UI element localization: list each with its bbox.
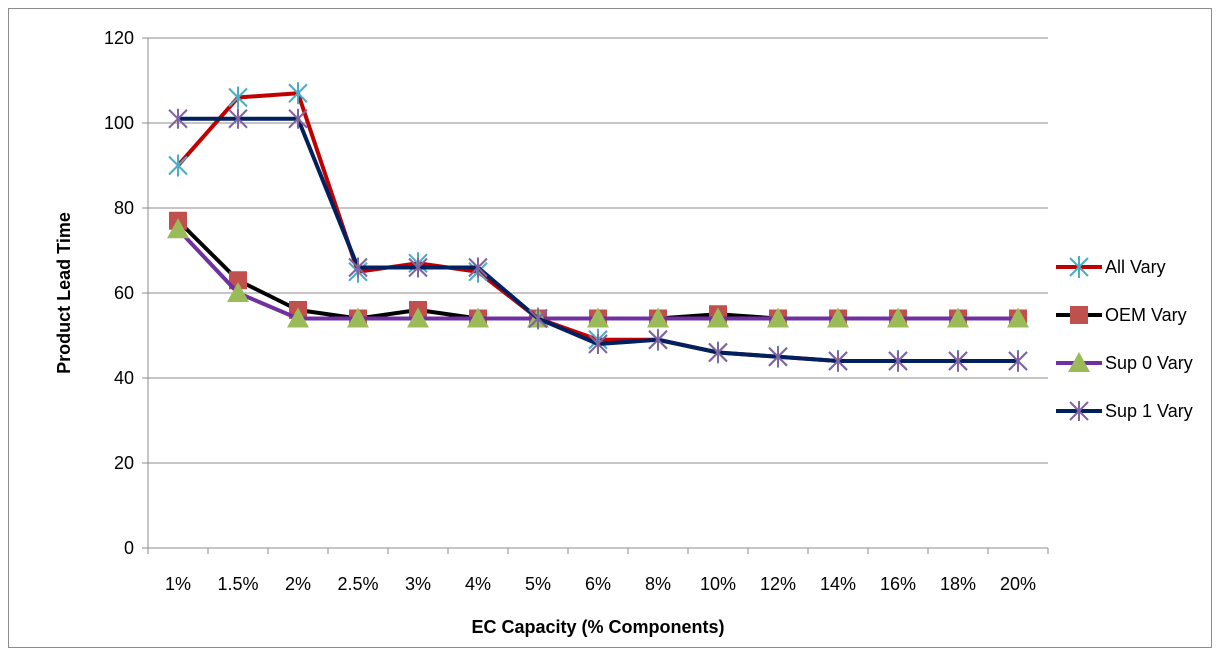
- chart-frame: [8, 8, 1212, 648]
- y-tick-label: 80: [114, 198, 134, 218]
- legend-label: All Vary: [1105, 257, 1166, 277]
- axes: 0 20 40 60 80 100 120 1% 1.5% 2% 2.5% 3% 4% 5% 6% 8% 10%…: [104, 28, 1049, 594]
- data-point-sup-0-vary: [827, 307, 849, 328]
- data-point-sup-0-vary: [467, 307, 489, 328]
- x-tick-label: 1%: [165, 574, 191, 594]
- data-point-sup-1-vary: [948, 351, 968, 371]
- legend-label: OEM Vary: [1105, 305, 1187, 325]
- x-tick-label: 12%: [760, 574, 796, 594]
- x-tick-label: 18%: [940, 574, 976, 594]
- data-point-all-vary: [168, 154, 188, 177]
- data-point-all-vary: [288, 82, 308, 105]
- x-tick-label: 14%: [820, 574, 856, 594]
- x-tick-label: 10%: [700, 574, 736, 594]
- data-point-sup-1-vary: [228, 108, 248, 129]
- data-point-sup-1-vary: [168, 108, 188, 129]
- data-point-sup-1-vary: [348, 257, 368, 278]
- x-tick-label: 20%: [1000, 574, 1036, 594]
- data-point-sup-1-vary: [768, 346, 788, 367]
- data-point-sup-0-vary: [167, 218, 189, 239]
- data-point-sup-1-vary: [408, 257, 428, 278]
- y-tick-label: 0: [124, 538, 134, 558]
- legend: All Vary OEM Vary Sup 0 Vary Sup 1 Vary: [1056, 256, 1193, 421]
- x-axis-title: EC Capacity (% Components): [471, 617, 724, 637]
- data-point-all-vary: [228, 86, 248, 109]
- legend-label: Sup 0 Vary: [1105, 353, 1193, 373]
- data-point-sup-1-vary: [648, 329, 668, 350]
- series: [167, 82, 1029, 372]
- data-point-sup-0-vary: [647, 307, 669, 328]
- x-tick-label: 1.5%: [217, 574, 258, 594]
- x-tick-label: 2.5%: [337, 574, 378, 594]
- legend-item-sup-0-vary: Sup 0 Vary: [1056, 352, 1193, 373]
- data-point-sup-1-vary: [888, 351, 908, 371]
- x-tick-label: 6%: [585, 574, 611, 594]
- x-tick-label: 8%: [645, 574, 671, 594]
- data-point-sup-0-vary: [887, 307, 909, 328]
- data-point-sup-0-vary: [347, 307, 369, 328]
- legend-marker: [1070, 306, 1088, 324]
- x-tick-label: 2%: [285, 574, 311, 594]
- legend-item-oem-vary: OEM Vary: [1056, 305, 1187, 325]
- legend-marker: [1068, 352, 1090, 372]
- data-point-sup-1-vary: [528, 308, 548, 329]
- x-tick-label: 4%: [465, 574, 491, 594]
- gridlines: [148, 37, 1048, 464]
- data-point-sup-1-vary: [1008, 351, 1028, 371]
- y-tick-label: 40: [114, 368, 134, 388]
- data-point-oem-vary: [229, 271, 247, 290]
- y-tick-label: 60: [114, 283, 134, 303]
- legend-item-all-vary: All Vary: [1056, 256, 1166, 278]
- y-tick-label: 20: [114, 453, 134, 473]
- data-point-sup-1-vary: [288, 108, 308, 129]
- legend-item-sup-1-vary: Sup 1 Vary: [1056, 401, 1193, 421]
- data-point-sup-0-vary: [767, 307, 789, 328]
- data-point-sup-1-vary: [708, 342, 728, 363]
- data-point-sup-0-vary: [287, 307, 309, 328]
- series-sup-0-vary: [167, 218, 1029, 328]
- y-axis-title: Product Lead Time: [54, 212, 74, 374]
- x-tick-label: 3%: [405, 574, 431, 594]
- data-point-sup-0-vary: [1007, 307, 1029, 328]
- series-sup-1-vary: [168, 108, 1028, 371]
- data-point-sup-0-vary: [947, 307, 969, 328]
- data-point-sup-0-vary: [587, 307, 609, 328]
- x-tick-label: 16%: [880, 574, 916, 594]
- data-point-sup-1-vary: [828, 351, 848, 371]
- y-tick-label: 100: [104, 113, 134, 133]
- data-point-sup-1-vary: [588, 334, 608, 354]
- y-tick-label: 120: [104, 28, 134, 48]
- legend-label: Sup 1 Vary: [1105, 401, 1193, 421]
- data-point-sup-0-vary: [227, 282, 249, 302]
- legend-marker: [1069, 256, 1089, 278]
- x-tick-label: 5%: [525, 574, 551, 594]
- data-point-sup-1-vary: [468, 257, 488, 278]
- data-point-sup-0-vary: [707, 307, 729, 328]
- legend-marker: [1069, 401, 1089, 421]
- data-point-sup-0-vary: [407, 307, 429, 328]
